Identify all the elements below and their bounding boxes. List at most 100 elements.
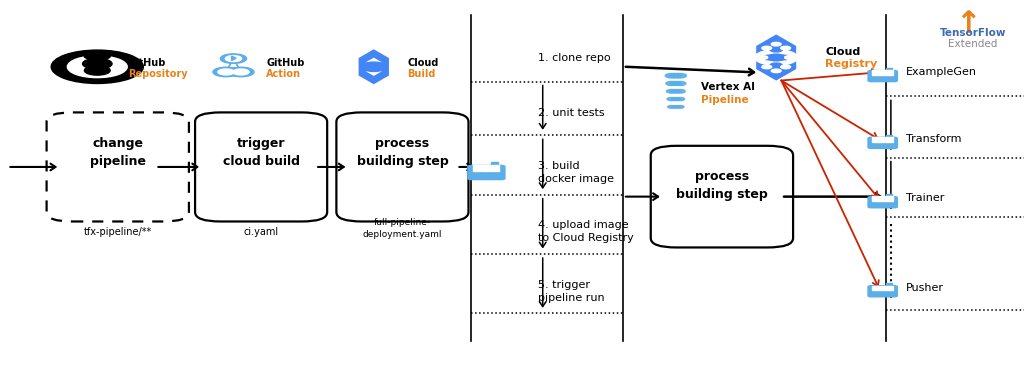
Circle shape (755, 50, 798, 65)
Circle shape (672, 98, 680, 101)
Circle shape (784, 56, 795, 59)
Circle shape (677, 105, 684, 108)
Circle shape (667, 89, 676, 93)
Text: Registry: Registry (825, 59, 878, 69)
FancyBboxPatch shape (886, 137, 893, 142)
Text: GitHub: GitHub (266, 58, 304, 68)
Text: GitHub: GitHub (128, 58, 166, 68)
Text: 2. unit tests: 2. unit tests (538, 108, 604, 118)
Circle shape (68, 56, 127, 78)
Circle shape (225, 56, 242, 62)
Circle shape (490, 168, 497, 171)
FancyBboxPatch shape (868, 286, 897, 297)
FancyBboxPatch shape (872, 137, 880, 142)
Circle shape (674, 73, 686, 78)
Text: tfx-pipeline/**: tfx-pipeline/** (84, 227, 152, 237)
Circle shape (666, 82, 677, 85)
Circle shape (671, 89, 681, 93)
Circle shape (676, 98, 685, 101)
Circle shape (770, 47, 782, 52)
FancyBboxPatch shape (195, 112, 328, 221)
Circle shape (232, 69, 249, 75)
Text: TensorFlow: TensorFlow (940, 29, 1006, 38)
Circle shape (667, 98, 676, 101)
Circle shape (213, 67, 240, 77)
Circle shape (51, 50, 143, 83)
FancyBboxPatch shape (473, 165, 481, 171)
FancyBboxPatch shape (879, 70, 886, 75)
FancyBboxPatch shape (868, 70, 897, 82)
FancyBboxPatch shape (886, 286, 893, 290)
Circle shape (762, 65, 772, 69)
FancyBboxPatch shape (47, 112, 188, 221)
FancyBboxPatch shape (490, 165, 500, 171)
FancyBboxPatch shape (886, 68, 892, 73)
Text: 1. clone repo: 1. clone repo (538, 53, 610, 62)
Circle shape (758, 56, 768, 59)
Text: Repository: Repository (128, 69, 187, 79)
FancyBboxPatch shape (872, 286, 880, 290)
Text: Build: Build (408, 69, 436, 79)
Circle shape (360, 62, 387, 72)
Circle shape (675, 82, 686, 85)
FancyBboxPatch shape (482, 165, 490, 171)
FancyBboxPatch shape (886, 197, 893, 201)
Circle shape (227, 67, 254, 77)
Text: Extended: Extended (948, 39, 997, 49)
Polygon shape (231, 56, 237, 60)
Text: ExampleGen: ExampleGen (906, 68, 977, 77)
FancyBboxPatch shape (651, 146, 793, 247)
Text: 4. upload image
to Cloud Registry: 4. upload image to Cloud Registry (538, 220, 634, 243)
FancyBboxPatch shape (886, 135, 892, 140)
Polygon shape (359, 50, 388, 83)
Circle shape (668, 105, 675, 108)
Text: process
building step: process building step (676, 170, 768, 201)
FancyBboxPatch shape (336, 112, 469, 221)
Circle shape (676, 89, 685, 93)
Circle shape (762, 55, 774, 60)
Circle shape (762, 46, 772, 50)
Circle shape (780, 46, 791, 50)
Circle shape (886, 73, 890, 75)
Text: Pipeline: Pipeline (701, 95, 750, 105)
FancyBboxPatch shape (868, 197, 897, 208)
Circle shape (83, 59, 112, 69)
Circle shape (671, 82, 681, 85)
Circle shape (771, 42, 781, 46)
FancyBboxPatch shape (886, 70, 893, 75)
Text: 5. trigger
pipeline run: 5. trigger pipeline run (538, 280, 604, 303)
FancyBboxPatch shape (468, 165, 505, 180)
Text: ci.yaml: ci.yaml (244, 227, 279, 237)
FancyBboxPatch shape (492, 162, 498, 169)
FancyBboxPatch shape (879, 197, 886, 201)
Text: full-pipeline-
deployment.yaml: full-pipeline- deployment.yaml (362, 218, 442, 239)
FancyBboxPatch shape (872, 70, 880, 75)
Circle shape (780, 65, 791, 69)
FancyBboxPatch shape (886, 194, 892, 200)
Text: Pusher: Pusher (906, 283, 944, 292)
Text: Action: Action (266, 69, 301, 79)
Text: Trainer: Trainer (906, 194, 944, 203)
Text: 3. build
docker image: 3. build docker image (538, 161, 613, 184)
Circle shape (886, 288, 890, 290)
FancyBboxPatch shape (879, 286, 886, 290)
Polygon shape (368, 59, 380, 74)
Circle shape (672, 105, 680, 108)
Circle shape (771, 69, 781, 73)
Circle shape (84, 54, 98, 59)
Circle shape (666, 73, 678, 78)
Circle shape (770, 63, 782, 68)
Circle shape (220, 54, 247, 63)
Text: Cloud: Cloud (408, 58, 439, 68)
Polygon shape (757, 35, 796, 80)
Text: trigger
cloud build: trigger cloud build (222, 137, 300, 168)
Text: process
building step: process building step (356, 137, 449, 168)
Circle shape (670, 73, 682, 78)
Circle shape (886, 140, 890, 141)
Circle shape (96, 54, 111, 59)
Text: change
pipeline: change pipeline (90, 137, 145, 168)
FancyBboxPatch shape (868, 137, 897, 148)
Text: Cloud: Cloud (825, 47, 860, 57)
FancyBboxPatch shape (879, 137, 886, 142)
Circle shape (218, 69, 234, 75)
